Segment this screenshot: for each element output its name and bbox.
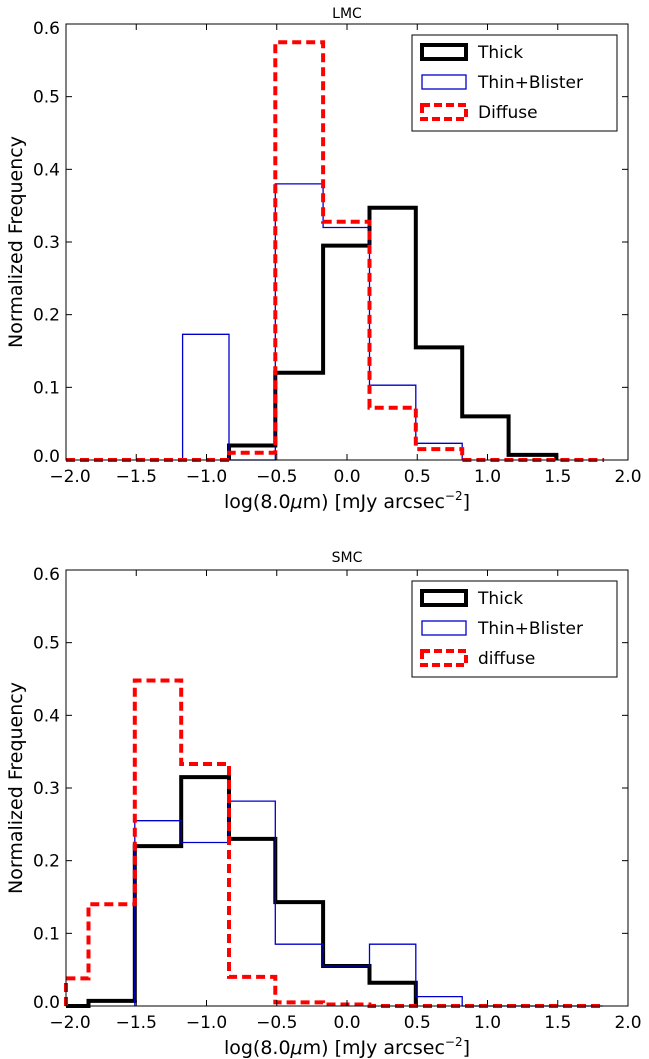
y-tick-label: 0.0 [33,993,60,1013]
legend-label: Thick [477,589,523,609]
lmc-panel: LMC −2.0 −1.5 −1.0 −0.5 0.0 0.5 1.0 1.5 2.0 0.0 0.1… [5,6,642,513]
x-tick-label: 2.0 [614,467,641,487]
series-thin-blister-histogram [134,800,603,1007]
legend-box [411,580,618,678]
x-tick-label: 2.0 [614,1013,641,1033]
panel-title: SMC [332,550,363,566]
x-axis-label: log(8.0μm) [mJy arcsec−2] [224,1035,470,1059]
x-axis-label: log(8.0μm) [mJy arcsec−2] [224,489,470,513]
y-tick-label: 0.4 [33,706,60,726]
x-tick-label: −1.0 [186,1013,227,1033]
legend-label: Diffuse [478,103,538,123]
smc-panel: SMC −2.0 −1.5 −1.0 −0.5 0.0 0.5 1.0 1.5 2.0 0.0 0.1… [5,550,642,1059]
series-diffuse-histogram [64,678,603,1008]
y-tick-label: 0.1 [33,378,60,398]
y-tick-label: 0.2 [33,306,60,326]
y-tick-label: 0.0 [33,447,60,467]
legend-box [411,34,618,132]
legend-swatch [420,103,468,121]
legend: Thick Thin+Blister diffuse [411,580,618,678]
x-tick-label: 1.5 [544,467,571,487]
x-tick-label: −1.5 [116,1013,157,1033]
y-axis-label: Normalized Frequency [5,682,27,894]
y-tick-label: 0.5 [33,88,60,108]
legend-swatch [420,589,468,607]
x-tick-label: −0.5 [256,1013,297,1033]
legend-swatch [420,43,468,61]
x-tick-label: −1.0 [186,467,227,487]
x-tick-label: 0.0 [333,467,360,487]
x-tick-label: 1.5 [544,1013,571,1033]
y-tick-label: 0.3 [33,779,60,799]
x-tick-label: 1.0 [474,1013,501,1033]
series-thin-blister-histogram [181,183,463,461]
y-tick-label: 0.3 [33,233,60,253]
legend-label: Thick [477,43,523,63]
legend-swatch [420,649,468,667]
y-tick-label: 0.6 [33,19,60,39]
y-tick-label: 0.1 [33,924,60,944]
y-axis-label: Normalized Frequency [5,136,27,348]
legend-swatch [421,620,467,636]
y-tick-label: 0.2 [33,852,60,872]
series-thick-histogram [66,775,418,1008]
x-tick-label: 0.0 [333,1013,360,1033]
x-tick-label: −2.0 [49,1013,90,1033]
y-tick-label: 0.4 [33,160,60,180]
legend: Thick Thin+Blister Diffuse [411,34,618,132]
panel-title: LMC [332,6,362,22]
legend-swatch [421,74,467,90]
y-tick-label: 0.6 [33,565,60,585]
legend-label: diffuse [478,649,535,669]
x-tick-label: −1.5 [116,467,157,487]
legend-label: Thin+Blister [477,619,583,639]
x-tick-label: 0.5 [404,1013,431,1033]
x-tick-label: −2.0 [49,467,90,487]
x-tick-label: −0.5 [256,467,297,487]
legend-label: Thin+Blister [477,73,583,93]
series-thick-histogram [227,205,559,460]
y-tick-label: 0.5 [33,634,60,654]
x-tick-label: 0.5 [404,467,431,487]
x-tick-label: 1.0 [474,467,501,487]
